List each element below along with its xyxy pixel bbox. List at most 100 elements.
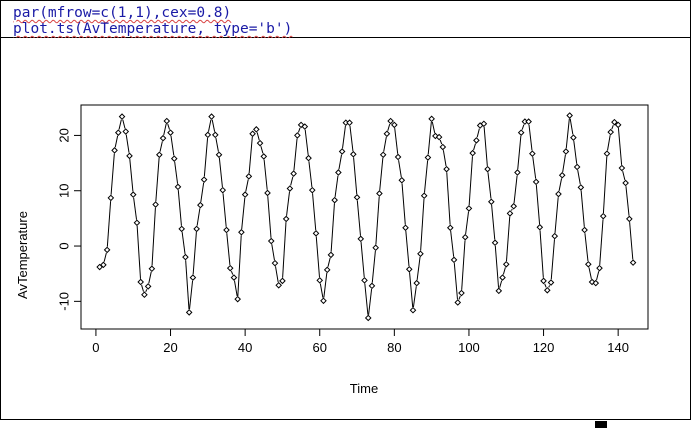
series-segment: [308, 161, 313, 188]
data-point: [238, 228, 245, 236]
data-point: [305, 154, 312, 162]
series-segment: [550, 239, 555, 280]
series-segment: [412, 286, 417, 308]
data-point: [290, 170, 297, 177]
series-segment: [387, 123, 391, 131]
data-point: [551, 232, 559, 240]
series-segment: [371, 250, 376, 283]
series-segment: [416, 256, 421, 280]
resize-handle[interactable]: [595, 421, 607, 428]
data-point: [529, 150, 536, 157]
data-point: [607, 128, 615, 136]
series-segment: [267, 196, 272, 238]
code-line[interactable]: par(mfrow=c(1,1),cex=0.8): [13, 5, 232, 21]
data-point: [446, 224, 454, 232]
series-segment: [476, 128, 480, 138]
data-point: [156, 151, 163, 159]
x-tick-label: 140: [607, 340, 629, 355]
series-segment: [103, 252, 107, 262]
data-point: [499, 274, 506, 281]
y-tick-label: -10: [57, 292, 72, 311]
data-point: [361, 277, 368, 284]
series-segment: [401, 183, 406, 225]
data-point: [555, 190, 562, 198]
y-axis-label: AvTemperature: [15, 211, 30, 299]
series-segment: [174, 161, 179, 184]
data-point: [294, 132, 301, 139]
data-point: [193, 225, 200, 233]
series-segment: [468, 156, 473, 206]
series-segment: [461, 240, 466, 290]
series-segment: [427, 121, 432, 155]
series-segment: [602, 156, 608, 214]
series-segment: [230, 270, 234, 275]
data-point: [107, 194, 115, 202]
series-segment: [293, 138, 298, 171]
series-segment: [163, 124, 167, 136]
series-segment: [360, 241, 365, 278]
series-segment: [226, 233, 231, 266]
series-segment: [330, 203, 335, 252]
data-point: [454, 299, 462, 306]
data-point: [170, 155, 178, 162]
series-segment: [323, 272, 328, 298]
series-segment: [260, 146, 264, 154]
series-segment: [129, 159, 134, 192]
data-point: [241, 191, 249, 198]
series-segment: [282, 222, 287, 278]
series-segment: [177, 190, 182, 226]
data-point: [372, 244, 379, 252]
series-segment: [256, 132, 260, 141]
series-segment: [596, 271, 600, 281]
data-point: [211, 131, 219, 139]
series-segment: [502, 267, 506, 275]
series-segment: [521, 124, 525, 130]
data-point: [435, 133, 443, 141]
data-point: [364, 314, 372, 322]
data-point: [338, 148, 346, 155]
series-segment: [368, 288, 373, 315]
data-point: [178, 225, 186, 233]
series-segment: [342, 125, 346, 149]
data-point: [316, 277, 324, 284]
series-segment: [189, 280, 194, 310]
x-tick-label: 0: [92, 340, 99, 355]
data-point: [405, 265, 413, 273]
series-segment: [584, 233, 589, 262]
data-point: [234, 295, 241, 303]
series-segment: [237, 235, 242, 296]
data-point: [581, 226, 588, 234]
data-point: [506, 210, 514, 217]
code-editor[interactable]: par(mfrow=c(1,1),cex=0.8) plot.ts(AvTemp…: [0, 0, 691, 38]
data-point: [626, 215, 633, 223]
data-point: [596, 264, 603, 272]
data-point: [353, 194, 361, 201]
series-segment: [218, 157, 223, 188]
data-point: [562, 148, 570, 155]
data-point: [357, 235, 365, 243]
data-point: [547, 279, 555, 286]
data-point: [185, 309, 193, 316]
data-point: [443, 165, 450, 173]
data-point: [488, 198, 495, 206]
series-segment: [511, 208, 513, 211]
series-segment: [458, 295, 461, 300]
series-segment: [192, 232, 197, 275]
series-segment: [185, 260, 190, 310]
series-segment: [375, 196, 380, 245]
series-segment: [338, 154, 343, 170]
data-point: [267, 237, 275, 245]
series-segment: [211, 119, 216, 132]
data-point: [484, 165, 491, 173]
series-segment: [535, 185, 541, 225]
data-point: [197, 201, 204, 209]
series-segment: [207, 119, 212, 132]
series-segment: [271, 244, 275, 261]
code-line[interactable]: plot.ts(AvTemperature, type='b'): [13, 21, 293, 37]
data-point: [622, 179, 629, 187]
data-point: [603, 150, 611, 157]
series-segment: [297, 127, 301, 133]
data-point: [122, 128, 130, 135]
data-point: [335, 169, 342, 176]
series-segment: [315, 236, 320, 278]
